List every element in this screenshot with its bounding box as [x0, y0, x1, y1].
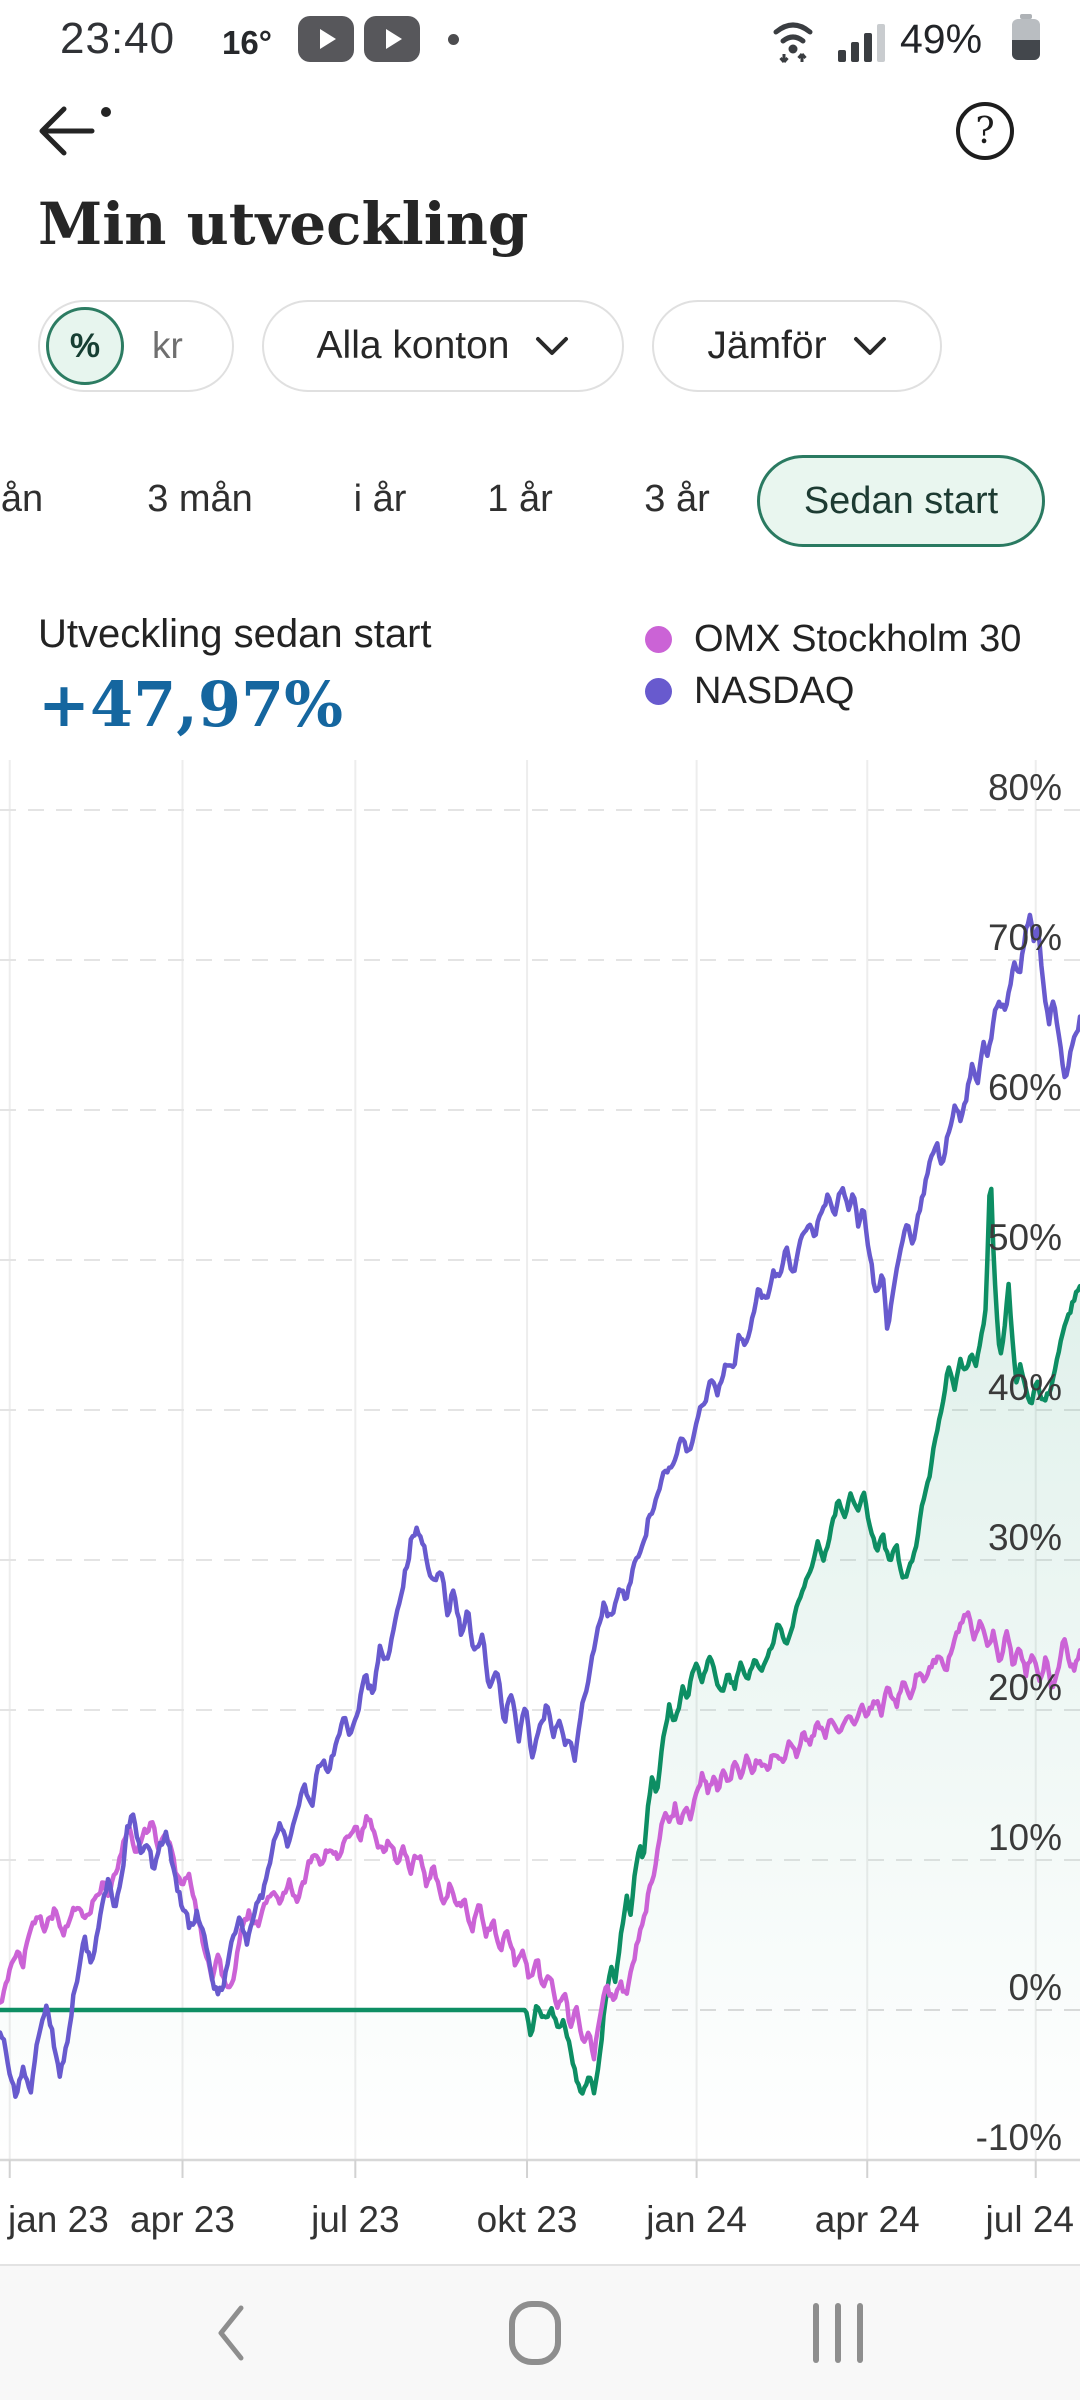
help-circle-icon: [956, 102, 1014, 160]
chevron-down-icon: [853, 337, 886, 355]
chevron-down-icon: [536, 337, 569, 355]
summary-value: +47,97%: [38, 668, 344, 741]
unit-percent-toggle[interactable]: %: [46, 307, 124, 385]
status-clock: 23:40: [60, 14, 176, 63]
y-axis-label: 50%: [988, 1217, 1062, 1258]
y-axis-label: 80%: [988, 767, 1062, 808]
accounts-dropdown-label: Alla konton: [316, 324, 510, 367]
divider: [0, 2264, 1080, 2266]
y-axis-label: 30%: [988, 1517, 1062, 1558]
y-axis-label: 70%: [988, 917, 1062, 958]
y-axis-label: 20%: [988, 1667, 1062, 1708]
compare-dropdown-label: Jämför: [707, 324, 827, 367]
summary-label: Utveckling sedan start: [38, 612, 432, 656]
tab-3man[interactable]: 3 mån: [147, 478, 253, 520]
help-button[interactable]: ?: [950, 96, 1020, 166]
series-line-nasdaq: [0, 912, 1080, 2099]
nav-recents-icon[interactable]: [803, 2298, 873, 2368]
battery-percent: 49%: [900, 16, 983, 62]
legend-dot-nasdaq-icon: [645, 678, 672, 705]
series-line-min-utveckling: [0, 1186, 1080, 2096]
cellular-signal-icon: [838, 24, 885, 62]
x-axis-label: apr 23: [130, 2199, 235, 2240]
unit-toggle: % kr: [38, 300, 234, 392]
series-fill-0: [0, 1188, 1080, 2160]
battery-icon: [1012, 14, 1040, 60]
y-axis-label: 0%: [1009, 1967, 1062, 2008]
x-axis-label: jul 24: [985, 2199, 1074, 2240]
youtube-notification-icon: [298, 16, 354, 62]
tab-1man[interactable]: ån: [0, 478, 44, 520]
navigation-bar: [0, 2266, 1080, 2400]
legend-item-omx: OMX Stockholm 30: [645, 618, 1021, 661]
nav-home-icon[interactable]: [500, 2298, 570, 2368]
unit-currency-toggle[interactable]: kr: [152, 325, 183, 366]
x-axis-label: okt 23: [477, 2199, 578, 2240]
y-axis-label: -10%: [976, 2117, 1062, 2158]
y-axis-label: 40%: [988, 1367, 1062, 1408]
series-line-omx-stockholm-30: [0, 1610, 1080, 2062]
tab-sedan-start-selected[interactable]: Sedan start: [757, 455, 1045, 547]
x-axis-label: apr 24: [815, 2199, 920, 2240]
x-axis-label: jan 23: [7, 2199, 109, 2240]
youtube-notification-icon-2: [364, 16, 420, 62]
accounts-dropdown[interactable]: Alla konton: [262, 300, 624, 392]
compare-dropdown[interactable]: Jämför: [652, 300, 942, 392]
x-axis-label: jul 23: [310, 2199, 399, 2240]
tab-3ar[interactable]: 3 år: [644, 478, 710, 520]
wifi-icon: [773, 22, 813, 63]
notification-dot-icon: [448, 34, 459, 45]
svg-text:?: ?: [975, 111, 994, 152]
back-button[interactable]: [30, 96, 120, 166]
x-axis-label: jan 24: [645, 2199, 747, 2240]
tab-1ar[interactable]: 1 år: [487, 478, 553, 520]
legend-dot-omx-icon: [645, 626, 672, 653]
y-axis-label: 60%: [988, 1067, 1062, 1108]
tab-iar[interactable]: i år: [353, 478, 407, 520]
legend-item-nasdaq: NASDAQ: [645, 670, 854, 713]
nav-back-icon[interactable]: [197, 2298, 267, 2368]
y-axis-label: 10%: [988, 1817, 1062, 1858]
page-title: Min utveckling: [38, 190, 529, 258]
back-arrow-dot-icon: [101, 107, 111, 117]
temperature-indicator: 16°: [222, 24, 272, 61]
